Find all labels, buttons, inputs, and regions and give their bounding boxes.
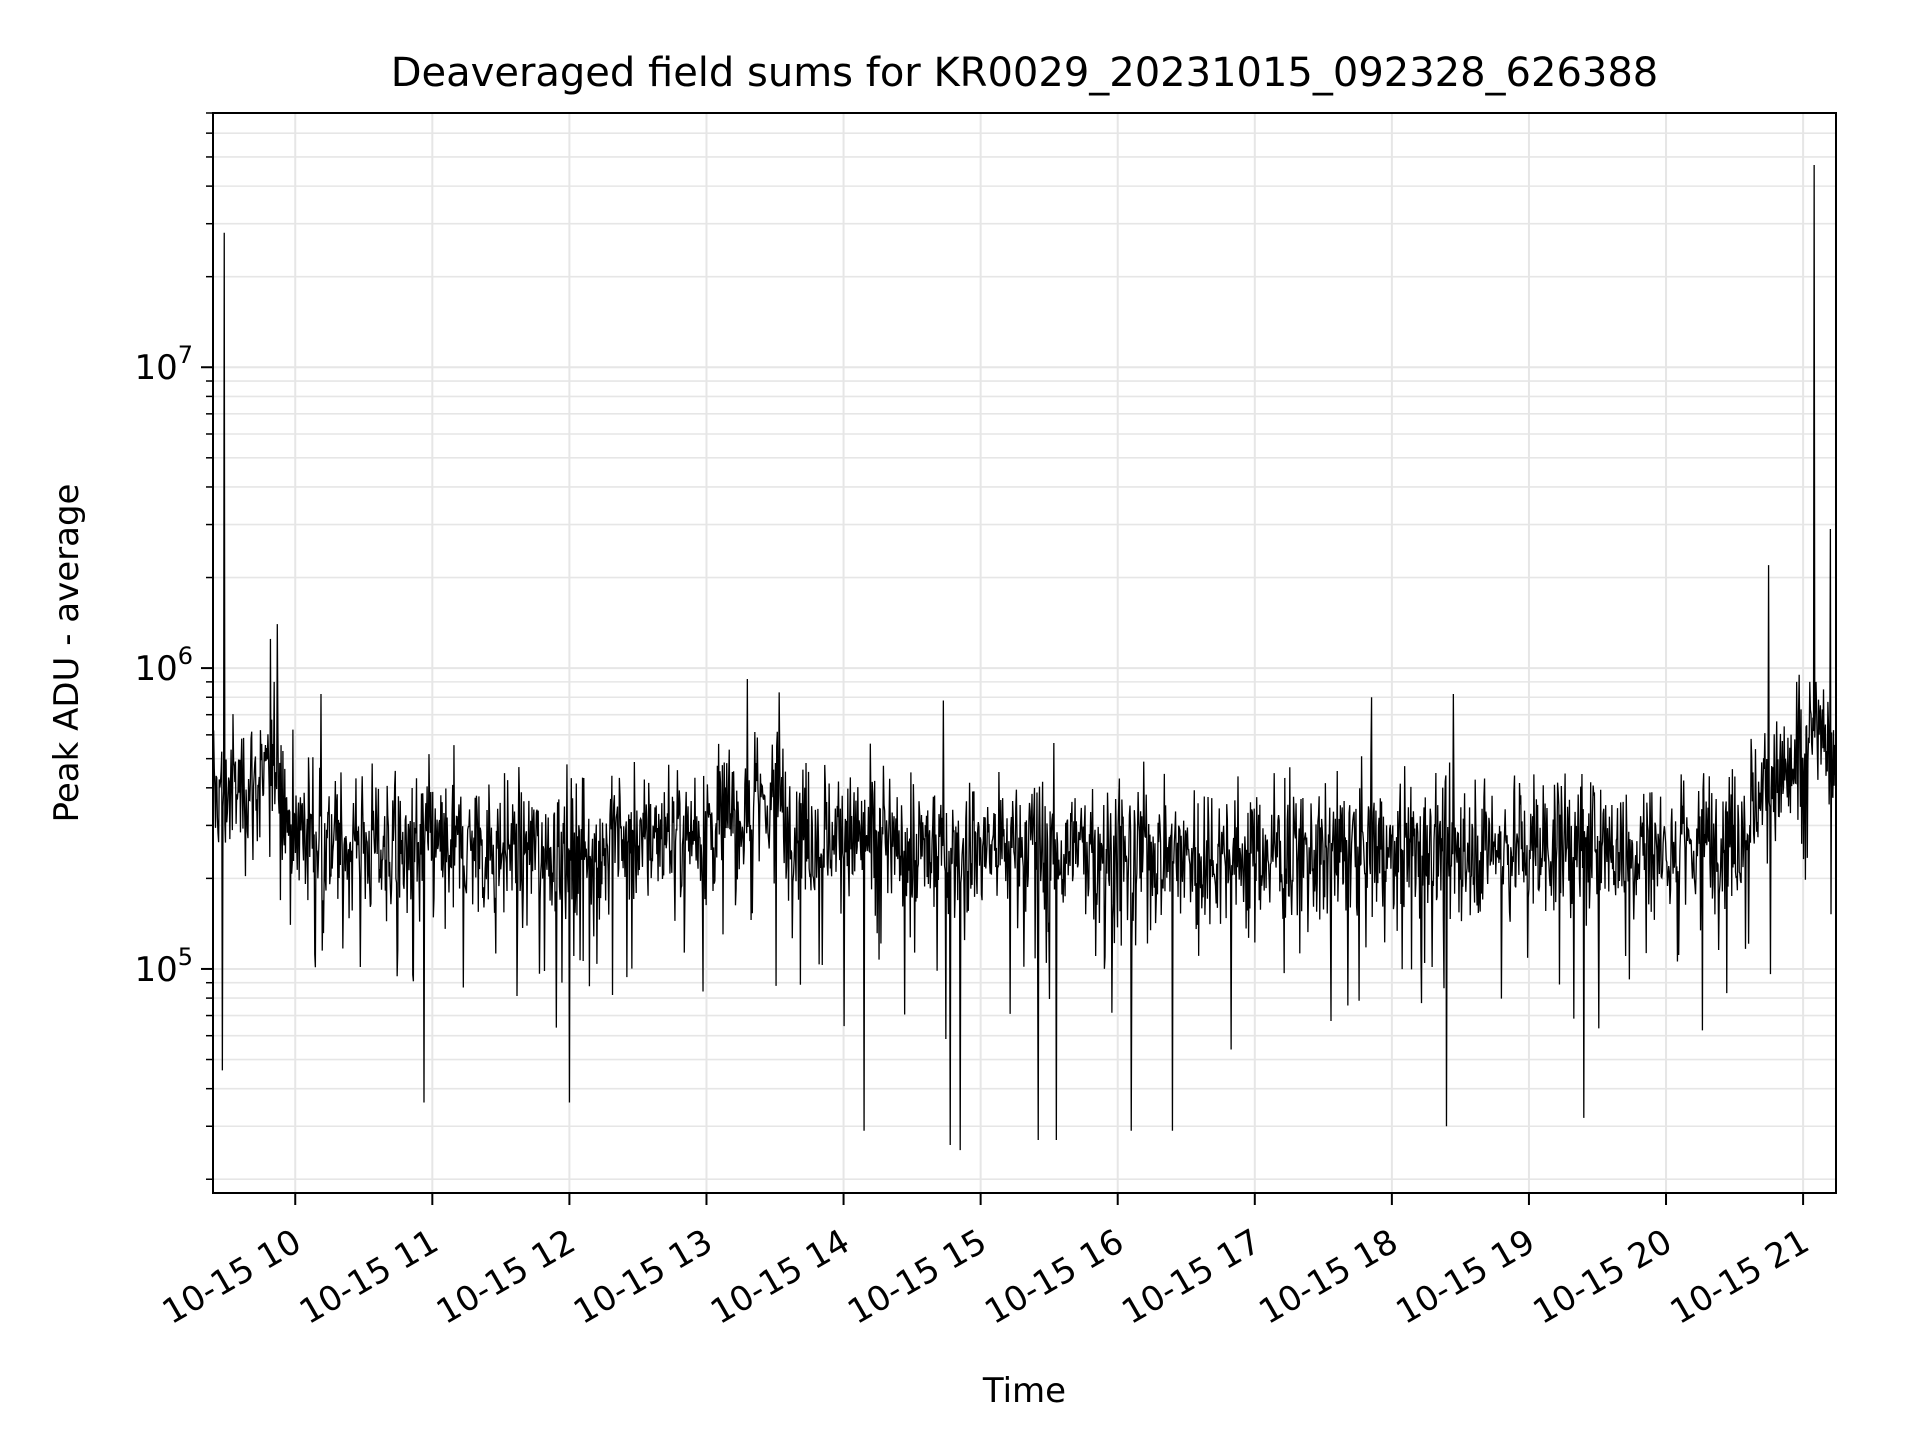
data-series (212, 165, 1837, 1151)
series-line (212, 165, 1837, 1151)
plot-frame (212, 112, 1837, 1194)
x-axis-label: Time (982, 1371, 1066, 1411)
y-tick-label: 107 (134, 341, 193, 388)
y-tick-label: 105 (134, 943, 193, 990)
y-tick-label: 106 (134, 642, 193, 689)
y-axis-label: Peak ADU - average (47, 484, 87, 823)
chart-title: Deaveraged field sums for KR0029_2023101… (391, 50, 1659, 96)
